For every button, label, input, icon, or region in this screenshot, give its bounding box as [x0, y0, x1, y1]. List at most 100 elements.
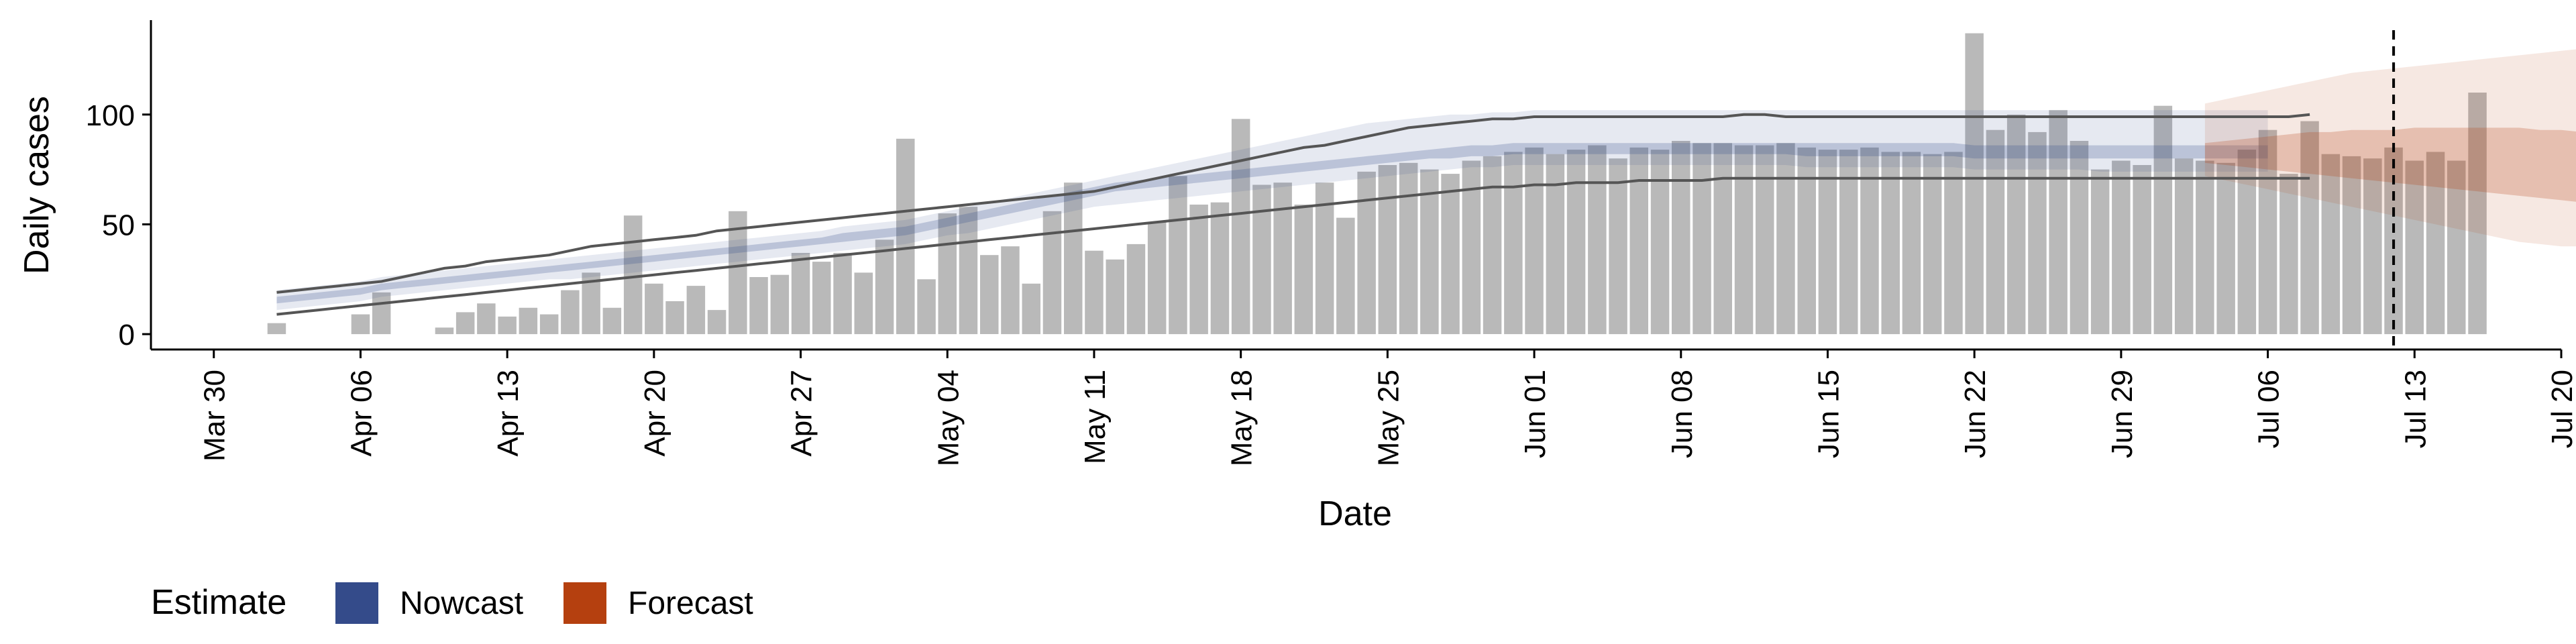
case-bar	[2258, 129, 2277, 335]
case-bar	[1252, 184, 1271, 335]
case-bar	[1378, 165, 1397, 334]
y-axis-title: Daily cases	[17, 96, 56, 274]
case-bar	[749, 277, 768, 335]
case-bar	[561, 290, 580, 335]
case-bar	[1399, 162, 1418, 335]
case-bar	[1546, 154, 1565, 335]
x-tick-label: Jul 20	[2546, 370, 2576, 448]
case-bar	[1965, 33, 1984, 334]
case-bar	[1756, 145, 1774, 335]
case-bar	[1085, 250, 1104, 335]
x-tick-label: May 04	[932, 370, 965, 466]
case-bar	[2070, 141, 2089, 335]
case-bar	[2174, 158, 2194, 335]
reference-line-2	[276, 176, 2310, 316]
x-tick-label: Jul 06	[2253, 370, 2286, 448]
case-bar	[1001, 246, 1020, 335]
case-bar	[896, 138, 915, 335]
case-bar	[372, 292, 391, 335]
case-bar	[1818, 150, 1837, 335]
case-bar	[2006, 114, 2026, 335]
case-bar	[435, 327, 454, 335]
reference-lines	[276, 113, 2310, 316]
x-axis-title: Date	[1318, 494, 1392, 533]
case-bar	[1693, 143, 1711, 335]
case-bar	[2153, 105, 2173, 335]
case-bar	[455, 312, 475, 335]
case-bar	[1860, 147, 1879, 335]
case-bar	[2112, 160, 2131, 335]
case-bar	[875, 239, 894, 335]
case-bar	[267, 323, 286, 335]
case-bar	[1672, 141, 1690, 335]
x-tick-label: May 11	[1079, 370, 1112, 464]
case-bar	[1504, 152, 1523, 335]
y-axis-ticks: 0 50 100	[86, 99, 151, 352]
case-bar	[2321, 154, 2341, 335]
x-tick-label: Jun 15	[1813, 370, 1845, 458]
legend-swatch-forecast	[564, 582, 606, 624]
case-bar	[2196, 160, 2214, 335]
case-bar	[1483, 156, 1502, 334]
case-bar	[2133, 165, 2151, 334]
x-tick-label: Mar 30	[199, 370, 231, 462]
x-tick-label: May 25	[1372, 370, 1405, 466]
case-bar	[2426, 152, 2445, 335]
case-bar	[1650, 150, 1670, 335]
case-bar	[1881, 152, 1900, 335]
case-bar	[2237, 150, 2257, 335]
case-bar	[477, 303, 496, 335]
y-tick-label: 100	[86, 99, 135, 132]
case-bar	[1588, 145, 1607, 335]
x-tick-label: Jun 29	[2106, 370, 2139, 458]
case-bar	[1336, 217, 1355, 335]
legend-title: Estimate	[151, 583, 286, 622]
case-bar	[1944, 152, 1963, 335]
case-bar	[791, 253, 810, 335]
case-bar	[1126, 244, 1146, 335]
case-bar	[854, 272, 873, 335]
case-bar	[1986, 129, 2005, 335]
case-bar	[1189, 205, 1208, 335]
y-tick-label: 0	[119, 319, 135, 352]
case-bar	[602, 307, 622, 335]
case-bar	[707, 310, 727, 335]
case-bar	[980, 255, 999, 334]
legend: Estimate Nowcast Forecast	[151, 582, 753, 624]
case-bar	[1902, 152, 1921, 335]
observed-cases-bars	[267, 33, 2487, 335]
case-bar	[1042, 211, 1062, 335]
case-bar	[1315, 182, 1334, 335]
nowcast-90-band	[276, 110, 2268, 311]
case-bar	[1629, 147, 1648, 335]
forecast-50-band	[2204, 127, 2576, 202]
x-tick-label: Apr 27	[786, 370, 818, 457]
case-bar	[2300, 121, 2319, 335]
case-bar	[1147, 222, 1167, 334]
case-bar	[2405, 160, 2424, 335]
legend-label-forecast: Forecast	[628, 586, 753, 621]
case-bar	[1734, 145, 1754, 335]
case-bar	[519, 307, 538, 335]
x-tick-label: Jul 13	[2399, 370, 2432, 448]
x-tick-label: Apr 20	[639, 370, 672, 457]
case-bar	[2216, 162, 2235, 335]
case-bar	[1566, 150, 1586, 335]
case-bar	[833, 253, 852, 335]
case-bar	[2279, 174, 2298, 335]
case-bar	[1231, 119, 1250, 335]
legend-swatch-nowcast	[335, 582, 378, 624]
case-bar	[812, 262, 831, 335]
case-bar	[1713, 143, 1732, 335]
case-bar	[351, 314, 370, 335]
case-bar	[686, 286, 706, 335]
case-bar	[1776, 143, 1795, 335]
x-tick-label: Apr 13	[492, 370, 525, 457]
reference-line-1	[276, 113, 2310, 294]
case-bar	[729, 211, 747, 335]
forecast-90-band	[2204, 49, 2576, 247]
case-bar	[2468, 93, 2487, 335]
case-bar	[2363, 158, 2382, 335]
case-bar	[1022, 283, 1040, 335]
x-tick-label: Jun 08	[1666, 370, 1699, 458]
